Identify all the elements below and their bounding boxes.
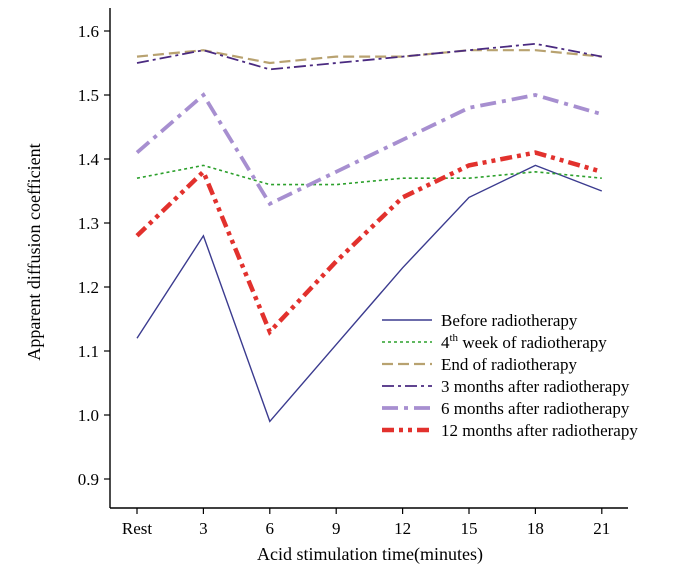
- series-line-5: [135, 92, 603, 207]
- x-tick-label: 3: [199, 519, 208, 538]
- legend-label: 3 months after radiotherapy: [441, 377, 630, 396]
- series-line-3: [136, 49, 602, 65]
- y-tick-label: 1.0: [78, 406, 99, 425]
- series-line-6: [135, 150, 603, 336]
- legend-label: 12 months after radiotherapy: [441, 421, 638, 440]
- legend-label: 4th week of radiotherapy: [441, 332, 607, 352]
- legend-label: Before radiotherapy: [441, 311, 578, 330]
- x-tick-label: 18: [527, 519, 544, 538]
- legend-label: End of radiotherapy: [441, 355, 577, 374]
- y-axis-title: Apparent diffusion coefficient: [24, 143, 44, 360]
- x-tick-label: 6: [266, 519, 275, 538]
- y-tick-label: 1.2: [78, 278, 99, 297]
- y-tick-label: 0.9: [78, 470, 99, 489]
- x-tick-label: 15: [461, 519, 478, 538]
- legend: Before radiotherapy 4th week of radiother…: [382, 311, 638, 440]
- x-tick-label: Rest: [122, 519, 153, 538]
- series-lines: [135, 42, 603, 423]
- series-line-4: [136, 42, 602, 71]
- series-line-1: [136, 164, 603, 423]
- legend-label: 6 months after radiotherapy: [441, 399, 630, 418]
- x-tick-label: 9: [332, 519, 341, 538]
- y-tick-label: 1.3: [78, 214, 99, 233]
- x-axis-title: Acid stimulation time(minutes): [257, 544, 483, 565]
- y-tick-label: 1.4: [78, 150, 100, 169]
- x-tick-label: 12: [394, 519, 411, 538]
- axes: 0.9 1.0 1.1 1.2 1.3 1.4 1.5 1.6 Rest 3 6 9 12 15 18 21: [78, 8, 628, 538]
- y-tick-label: 1.6: [78, 22, 99, 41]
- y-tick-label: 1.1: [78, 342, 99, 361]
- y-tick-label: 1.5: [78, 86, 99, 105]
- series-line-2: [136, 164, 602, 186]
- x-tick-label: 21: [593, 519, 610, 538]
